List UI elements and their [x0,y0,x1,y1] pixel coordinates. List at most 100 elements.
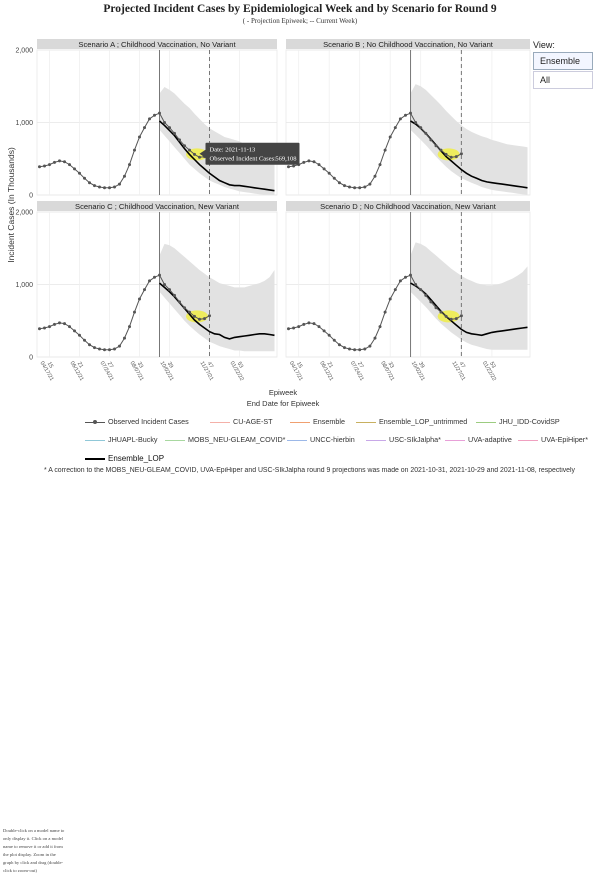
observed-point [353,186,357,190]
y-tick-label: 1,000 [15,282,33,289]
observed-point [388,297,392,301]
legend-item-cu-age-st[interactable]: CU-AGE-ST [210,417,273,426]
legend-item-label: MOBS_NEU-GLEAM_COVID* [188,435,286,444]
legend-item-uva-adaptive[interactable]: UVA-adaptive [445,435,512,444]
observed-point [373,174,377,178]
x-tick-label: 2707/24/21 [99,358,120,383]
x-tick-label: 3910/02/21 [159,358,180,383]
legend-item-ensemble[interactable]: Ensemble [290,417,345,426]
legend-item-usc-sikjalpha[interactable]: USC-SIkJalpha* [366,435,441,444]
panel-title: Scenario A ; Childhood Vaccination, No V… [78,40,236,49]
observed-point [198,155,201,159]
observed-point [203,317,206,321]
observed-point [292,164,296,168]
observed-point [404,275,407,279]
observed-point [123,174,126,178]
observed-point [143,126,146,130]
legend-swatch [476,421,496,423]
observed-point [78,333,81,337]
observed-point [73,167,76,171]
observed-point [297,325,301,329]
legend-item-ensemble-lop-untrimmed[interactable]: Ensemble_LOP_untrimmed [356,417,467,426]
observed-point [148,117,151,121]
observed-point [158,273,161,277]
observed-point [302,322,306,326]
observed-point [43,326,46,330]
observed-point [459,314,463,318]
observed-point [108,348,111,352]
observed-point [188,148,191,152]
observed-point [322,167,326,171]
observed-point [83,338,86,342]
observed-point [208,314,211,318]
x-axis-subtitle: End Date for Epiweek [247,399,320,408]
legend-item-uncc-hierbin[interactable]: UNCC-hierbin [287,435,355,444]
observed-point [53,160,56,164]
observed-point [424,131,428,135]
observed-point [118,182,121,186]
observed-point [398,117,402,121]
legend-swatch [85,457,105,460]
observed-point [404,113,407,117]
legend-item-jhu-idd[interactable]: JHU_IDD-CovidSP [476,417,560,426]
panel-title: Scenario B ; No Childhood Vaccination, N… [323,40,494,49]
observed-point [393,126,397,130]
tooltip-date: Date: 2021-11-13 [210,147,256,154]
observed-point [434,306,438,310]
observed-point [188,310,191,314]
legend-item-observed[interactable]: Observed Incident Cases [85,417,189,426]
observed-point [327,171,331,175]
observed-point [103,348,106,352]
observed-point [58,159,61,163]
tooltip-label: Observed Incident Cases: [210,156,277,163]
observed-point [123,336,126,340]
observed-point [307,159,311,163]
observed-point [317,325,321,329]
legend-swatch [518,439,538,441]
observed-point [449,155,453,159]
legend-item-jhuapl-bucky[interactable]: JHUAPL-Bucky [85,435,158,444]
observed-point [128,325,131,329]
observed-point [118,344,121,348]
chart-plot[interactable]: Incident Cases (In Thousands) Scenario A … [0,0,600,410]
observed-point [343,184,346,188]
correction-footnote: * A correction to the MOBS_NEU-GLEAM_COV… [44,467,575,474]
view-option-ensemble[interactable]: Ensemble [533,52,593,70]
observed-point [383,310,387,314]
observed-point [419,288,423,292]
y-tick-label: 0 [29,193,33,200]
observed-point [388,135,392,139]
observed-point [302,160,306,164]
observed-point [454,155,458,159]
observed-point [163,121,166,124]
observed-point [409,111,412,115]
observed-point [133,310,136,314]
view-option-all[interactable]: All [533,71,593,89]
x-tick-label: 1504/17/21 [39,358,60,383]
legend-item-label: Ensemble_LOP_untrimmed [379,417,468,426]
observed-point [158,111,161,115]
legend-swatch [85,439,105,441]
observed-point [393,288,397,292]
x-tick-label: 5301/22/22 [481,358,502,383]
panel-title: Scenario C ; Childhood Vaccination, New … [75,202,240,211]
view-label: View: [533,40,555,50]
observed-point [153,275,156,279]
observed-point [459,152,463,156]
legend-swatch [287,439,307,441]
observed-point [348,347,351,351]
observed-point [363,185,367,189]
legend-item-ensemble-lop[interactable]: Ensemble_LOP [85,454,164,463]
observed-point [103,186,106,190]
observed-point [193,152,196,156]
observed-point [138,297,141,301]
observed-point [98,185,101,189]
legend-item-uva-epihiper[interactable]: UVA-EpiHiper* [518,435,588,444]
legend-item-label: CU-AGE-ST [233,417,273,426]
observed-point [444,314,448,318]
observed-point [108,186,111,190]
observed-point [409,273,412,277]
legend-item-mobs-neu[interactable]: MOBS_NEU-GLEAM_COVID* [165,435,285,444]
observed-point [353,348,357,352]
legend-item-label: USC-SIkJalpha* [389,435,441,444]
